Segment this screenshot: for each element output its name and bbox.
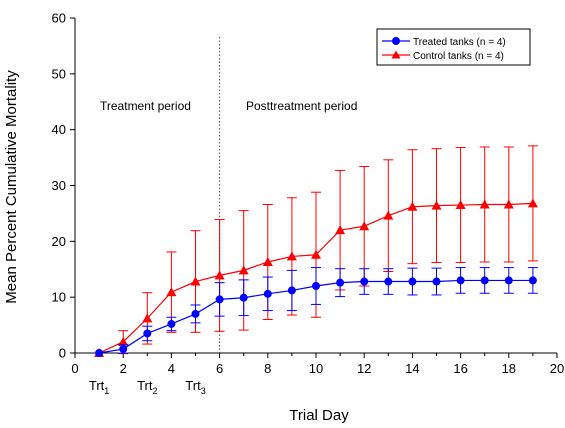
data-point — [479, 199, 490, 209]
data-point — [263, 289, 272, 298]
y-tick-label: 50 — [52, 66, 66, 81]
data-point — [311, 249, 321, 259]
trt-label: Trt1 — [89, 378, 109, 396]
data-point — [239, 293, 248, 302]
data-point — [455, 200, 466, 210]
trt-label: Trt2 — [137, 378, 157, 396]
data-point — [432, 277, 441, 286]
legend-label-control: Control tanks (n = 4) — [413, 51, 504, 62]
x-tick-label: 16 — [453, 361, 467, 376]
x-tick-label: 6 — [216, 361, 223, 376]
legend-box — [376, 28, 531, 66]
x-tick-label: 12 — [357, 361, 371, 376]
annotation-posttreatment-period: Posttreatment period — [246, 99, 357, 113]
x-tick-label: 18 — [502, 361, 516, 376]
x-tick-label: 0 — [71, 361, 78, 376]
data-point — [359, 221, 370, 231]
x-axis-title: Trial Day — [289, 407, 349, 424]
data-point — [262, 256, 273, 266]
y-tick-label: 10 — [52, 290, 66, 305]
data-point — [119, 345, 128, 354]
data-point — [360, 277, 369, 286]
data-point — [166, 287, 177, 297]
data-point — [95, 349, 104, 357]
y-tick-label: 0 — [59, 346, 66, 361]
legend-marker-control-icon — [391, 50, 401, 59]
y-tick-label: 20 — [52, 234, 66, 249]
data-point — [142, 313, 153, 323]
data-point — [287, 286, 296, 295]
data-point — [480, 276, 489, 285]
data-point — [190, 276, 201, 286]
data-point — [384, 277, 393, 286]
data-point — [143, 329, 152, 338]
data-point — [191, 309, 200, 318]
data-point — [504, 276, 513, 285]
data-point — [214, 270, 225, 280]
data-point — [528, 276, 537, 285]
data-point — [238, 265, 249, 275]
series-control — [94, 145, 538, 357]
trt-label: Trt3 — [185, 378, 205, 396]
data-point — [408, 277, 417, 286]
x-tick-label: 10 — [309, 361, 323, 376]
y-tick-label: 40 — [52, 122, 66, 137]
data-point — [312, 282, 320, 290]
x-tick-label: 2 — [120, 361, 127, 376]
legend-marker-treated-icon — [392, 37, 400, 45]
axes: 0 10 20 30 40 50 60 0 2 4 6 8 10 12 14 16 18 20 — [52, 11, 565, 377]
data-point — [286, 251, 297, 261]
y-tick-label: 60 — [52, 11, 66, 26]
data-point — [215, 295, 224, 304]
x-tick-label: 8 — [264, 361, 271, 376]
series-treated — [95, 267, 538, 357]
data-point — [335, 225, 346, 235]
x-tick-label: 4 — [168, 361, 175, 376]
legend-label-treated: Treated tanks (n = 4) — [413, 37, 506, 48]
x-tick-label: 14 — [405, 361, 419, 376]
data-point — [167, 319, 176, 328]
y-axis-title: Mean Percent Cumulative Mortality — [3, 70, 20, 304]
data-point — [336, 278, 345, 287]
data-point — [407, 201, 418, 211]
legend: Treated tanks (n = 4) Control tanks (n =… — [376, 28, 531, 66]
annotation-treatment-period: Treatment period — [100, 99, 191, 113]
x-tick-label: 20 — [550, 361, 564, 376]
data-point — [383, 210, 394, 220]
data-point — [527, 198, 538, 208]
data-point — [503, 199, 514, 209]
data-point — [431, 200, 442, 210]
data-point — [118, 336, 129, 346]
data-point — [456, 276, 465, 285]
series-layer — [94, 145, 538, 357]
y-tick-label: 30 — [52, 178, 66, 193]
treatment-day-labels: Trt1 Trt2 Trt3 — [89, 378, 206, 396]
